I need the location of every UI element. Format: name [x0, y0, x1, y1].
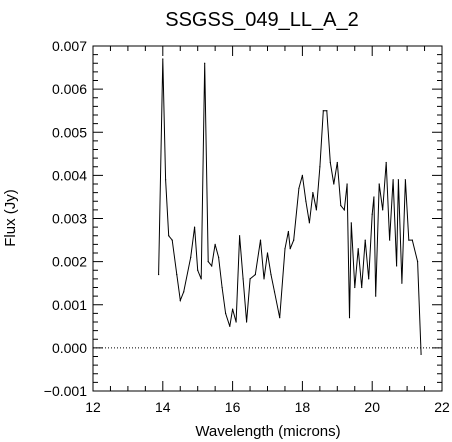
data-point — [392, 179, 394, 181]
data-point — [263, 278, 265, 280]
data-point — [396, 265, 398, 267]
data-point — [259, 239, 262, 241]
series-line — [158, 58, 422, 355]
data-point — [364, 239, 366, 241]
data-point — [333, 183, 335, 185]
data-point — [168, 235, 170, 237]
x-tick-label: 12 — [85, 399, 101, 415]
data-point — [404, 179, 406, 181]
data-point — [179, 299, 181, 302]
data-point — [235, 321, 237, 323]
x-axis-label: Wavelength (microns) — [195, 423, 340, 440]
y-tick-label: 0.001 — [52, 297, 87, 313]
y-tick-label: 0.003 — [52, 211, 87, 227]
data-point — [229, 325, 231, 327]
data-point — [190, 256, 192, 258]
data-point — [211, 265, 213, 267]
data-point — [346, 183, 348, 185]
data-point — [254, 273, 256, 276]
data-point — [183, 291, 185, 293]
data-point — [218, 256, 220, 258]
data-point — [411, 239, 413, 241]
data-point — [397, 179, 399, 181]
data-point — [319, 166, 321, 168]
data-point — [348, 317, 351, 319]
data-point — [378, 183, 380, 185]
x-tick-label: 16 — [225, 399, 241, 415]
data-point — [329, 161, 331, 164]
data-point — [340, 204, 342, 207]
data-point — [270, 273, 272, 276]
data-point — [238, 235, 241, 237]
data-point — [312, 192, 314, 194]
data-point — [245, 321, 248, 323]
data-point — [373, 196, 375, 198]
data-point — [162, 58, 164, 60]
y-tick-label: 0.004 — [52, 167, 87, 183]
y-tick-label: 0.006 — [52, 81, 87, 97]
data-point — [357, 248, 359, 250]
data-point — [382, 209, 384, 211]
data-point — [420, 353, 422, 355]
data-point — [343, 209, 345, 211]
data-point — [354, 286, 356, 289]
data-point — [207, 261, 209, 263]
data-point — [293, 239, 295, 241]
x-tick-label: 22 — [434, 399, 450, 415]
data-point — [289, 248, 291, 250]
data-point — [322, 110, 324, 112]
data-point — [266, 252, 269, 254]
data-point — [298, 187, 300, 189]
data-point — [232, 308, 234, 310]
data-point — [284, 248, 286, 250]
data-point — [336, 161, 338, 164]
data-point — [204, 62, 206, 64]
axis-ticks — [92, 45, 443, 392]
data-point — [242, 278, 244, 280]
data-point — [273, 291, 276, 293]
data-point — [249, 278, 251, 280]
y-tick-label: 0.000 — [52, 340, 87, 356]
data-point — [193, 226, 196, 228]
data-point — [221, 286, 223, 289]
data-point — [371, 213, 373, 215]
data-point — [315, 209, 317, 211]
data-point — [416, 261, 419, 263]
data-point — [287, 230, 290, 233]
y-tick-label: 0.005 — [52, 124, 87, 140]
data-point — [368, 278, 370, 280]
data-point — [326, 110, 328, 112]
data-point — [361, 286, 363, 289]
data-point — [301, 174, 303, 176]
data-point — [200, 278, 202, 280]
data-point — [197, 269, 199, 271]
x-tick-label: 14 — [155, 399, 171, 415]
data-point — [176, 273, 178, 276]
chart-title: SSGSS_049_LL_A_2 — [165, 9, 359, 31]
data-point — [375, 295, 377, 297]
data-point — [225, 312, 227, 314]
data-point — [350, 222, 352, 224]
data-point — [279, 317, 281, 319]
data-point — [401, 282, 403, 284]
data-point — [385, 161, 387, 164]
data-point — [171, 239, 173, 241]
x-tick-label: 18 — [295, 399, 311, 415]
y-tick-label: −0.001 — [44, 383, 87, 399]
data-point — [408, 239, 410, 241]
x-tick-label: 20 — [364, 399, 380, 415]
y-tick-label: 0.007 — [52, 38, 87, 54]
data-point — [389, 239, 391, 241]
data-point — [308, 222, 310, 224]
data-point — [214, 243, 216, 245]
axis-tick-labels: 12 14 16 18 20 22 −0.001 0.000 0.001 0.002 0.003 0.… — [44, 38, 450, 415]
y-tick-label: 0.002 — [52, 254, 87, 270]
plot-frame — [92, 45, 443, 392]
data-point — [158, 273, 160, 276]
data-point — [164, 179, 167, 181]
y-axis-label: Flux (Jy) — [2, 189, 19, 247]
data-point — [305, 200, 307, 202]
data-points — [158, 58, 422, 355]
